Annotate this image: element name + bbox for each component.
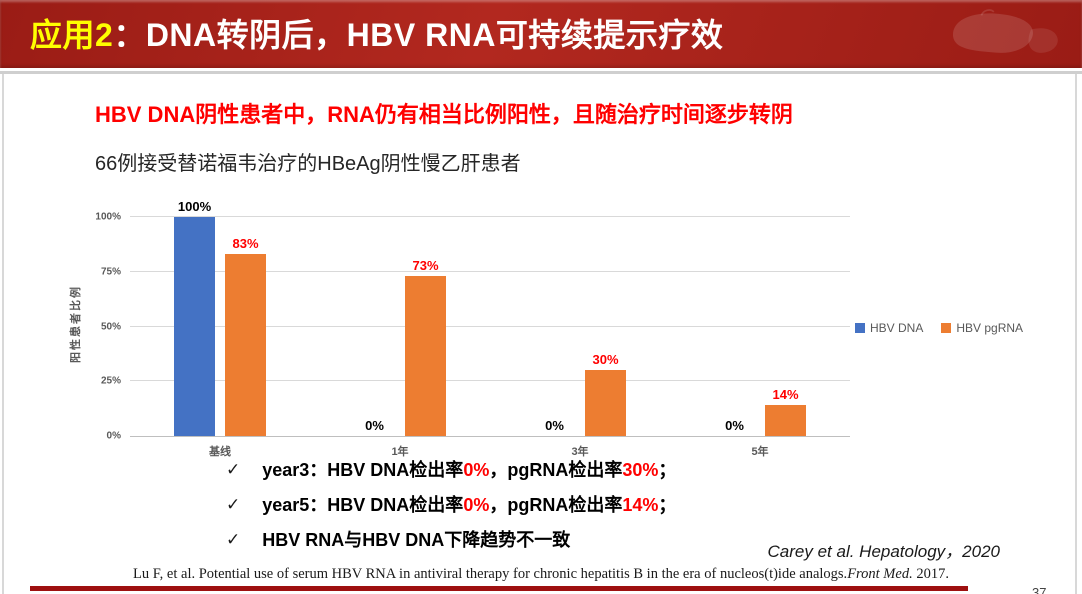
bar-value-label: 30% (592, 352, 619, 368)
slide-right-border (1075, 74, 1077, 594)
checkmark-icon: ✓ (226, 495, 241, 514)
gridline (130, 270, 850, 272)
bar-group: 0% 30% (490, 217, 670, 436)
bullet-item: ✓ year5：HBV DNA检出率0%，pgRNA检出率14%； (226, 493, 676, 517)
gridline (130, 325, 850, 327)
banner-divider (0, 71, 1082, 74)
bar-value-label: 0% (365, 418, 384, 433)
legend-swatch-icon (941, 323, 952, 333)
legend-label: HBV DNA (870, 321, 924, 335)
bar-value-label: 0% (545, 418, 564, 433)
chart-legend: HBV DNA HBV pgRNA (855, 321, 1023, 335)
slide-left-border (2, 74, 4, 594)
title-banner: 应用2：DNA转阴后，HBV RNA可持续提示疗效 (0, 0, 1082, 68)
bar-value-label: 73% (412, 258, 439, 274)
bar-hbv-dna: 100% (174, 199, 215, 436)
y-tick-label: 0% (106, 430, 121, 442)
bar-groups: 100% 83% 0% 73% 0% 30% 0% 14% (130, 199, 850, 436)
y-tick-label: 50% (100, 321, 121, 332)
citation-bottom: Lu F, et al. Potential use of serum HBV … (0, 566, 1082, 583)
bar-hbv-pgrna: 83% (225, 236, 266, 436)
bar-value-label: 83% (232, 236, 259, 252)
footer-bar (30, 586, 968, 591)
citation-segment: 2017. (912, 566, 949, 582)
legend-swatch-icon (855, 323, 865, 333)
checkmark-icon: ✓ (226, 530, 241, 549)
checkmark-icon: ✓ (226, 460, 241, 479)
y-tick-label: 100% (95, 211, 121, 223)
bar-value-label: 100% (177, 199, 212, 214)
headline: HBV DNA阴性患者中，RNA仍有相当比例阳性，且随治疗时间逐步转阴 (95, 102, 793, 127)
bullet-text: year3：HBV DNA检出率0%，pgRNA检出率30%； (262, 460, 677, 480)
bar-chart: 阳性患者比例 0% 25% 50% 75% 100% 100% 83% 0% 73% 0% 30% 0… (60, 193, 1023, 458)
x-tick-label: 1年 (391, 446, 409, 458)
y-tick-label: 75% (100, 266, 121, 278)
bar-hbv-pgrna: 30% (585, 352, 626, 436)
chart-title: 66例接受替诺福韦治疗的HBeAg阴性慢乙肝患者 (95, 153, 521, 175)
bar-hbv-pgrna: 14% (765, 387, 806, 436)
slide-title-rest: ：DNA转阴后，HBV RNA可持续提示疗效 (113, 17, 724, 54)
plot-area: 0% 25% 50% 75% 100% 100% 83% 0% 73% 0% 30% 0% 14% 基线 1… (95, 199, 850, 458)
bar-group: 100% 83% (130, 199, 310, 436)
y-axis-title: 阳性患者比例 (70, 285, 82, 363)
bullet-item: ✓ year3：HBV DNA检出率0%，pgRNA检出率30%； (226, 458, 676, 482)
page-number: 37 (1032, 585, 1047, 594)
x-tick-label: 基线 (209, 446, 231, 458)
bullet-text: year5：HBV DNA检出率0%，pgRNA检出率14%； (262, 495, 677, 515)
bar-group: 0% 73% (310, 217, 490, 436)
legend-item-hbv-dna: HBV DNA (855, 321, 923, 335)
x-tick-label: 5年 (751, 446, 769, 458)
gridline (130, 216, 850, 217)
y-tick-label: 25% (100, 375, 121, 387)
slide-title: 应用2：DNA转阴后，HBV RNA可持续提示疗效 (30, 10, 723, 56)
x-tick-label: 3年 (571, 446, 589, 458)
bar-group: 0% 14% (670, 217, 850, 436)
gridline (130, 380, 850, 382)
bar-value-label: 14% (772, 387, 799, 403)
legend-item-hbv-pgrna: HBV pgRNA (941, 321, 1023, 335)
x-axis-labels: 基线 1年 3年 5年 (130, 443, 850, 459)
liver-decoration-icon (952, 9, 1058, 53)
bullet-text: HBV RNA与HBV DNA下降趋势不一致 (262, 530, 571, 550)
bar-hbv-pgrna: 73% (405, 258, 446, 436)
legend-label: HBV pgRNA (956, 321, 1024, 335)
slide-title-highlight: 应用2 (30, 17, 114, 54)
bullet-item: ✓ HBV RNA与HBV DNA下降趋势不一致 (226, 528, 676, 552)
citation-segment: Front Med. (847, 566, 913, 582)
citation-carey: Carey et al. Hepatology，2020 (767, 542, 1000, 561)
citation-segment: Lu F, et al. Potential use of serum HBV … (133, 566, 848, 582)
bar-value-label: 0% (725, 418, 744, 433)
bullet-list: ✓ year3：HBV DNA检出率0%，pgRNA检出率30%； ✓ year5：H… (226, 458, 676, 563)
